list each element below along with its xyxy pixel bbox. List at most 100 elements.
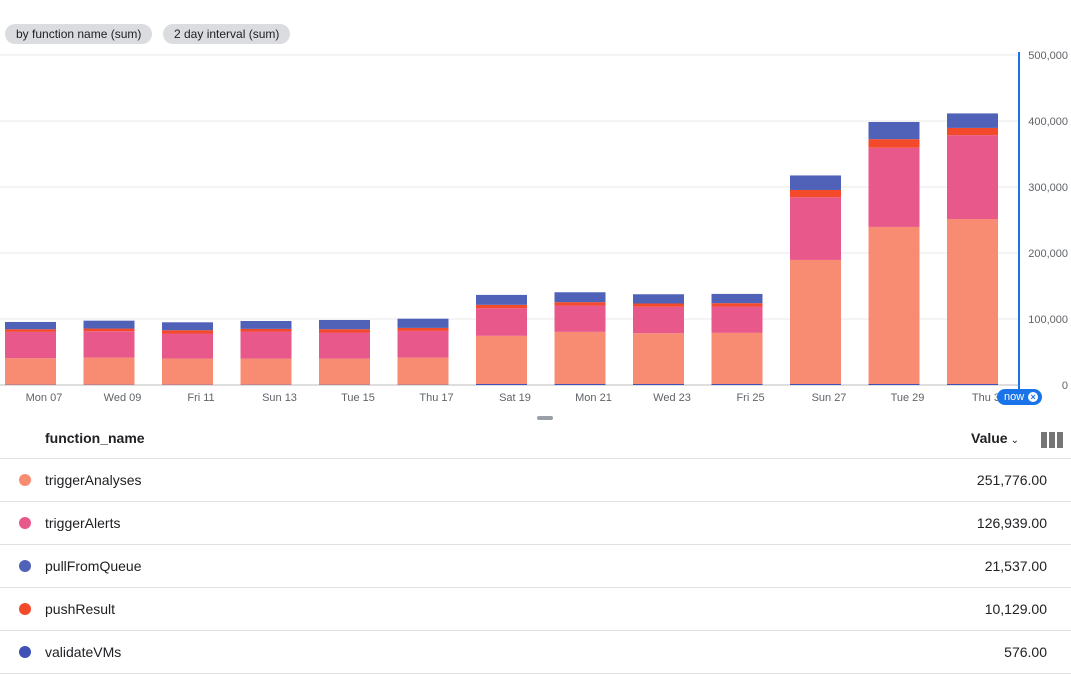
table-row[interactable]: triggerAnalyses 251,776.00	[0, 459, 1071, 502]
row-value: 251,776.00	[977, 472, 1047, 488]
now-marker-badge[interactable]: now ×	[997, 389, 1042, 405]
bar-segment-pullFromQueue	[241, 321, 292, 329]
series-color-dot	[19, 646, 31, 658]
bar-segment-pushResult	[5, 329, 56, 332]
bar-segment-pushResult	[162, 330, 213, 333]
bar-segment-triggerAnalyses	[398, 358, 449, 385]
bar-segment-triggerAnalyses	[241, 359, 292, 385]
bar-segment-triggerAnalyses	[476, 336, 527, 384]
bar-segment-triggerAlerts	[633, 307, 684, 333]
table-row[interactable]: validateVMs 576.00	[0, 631, 1071, 674]
bar-segment-triggerAnalyses	[162, 359, 213, 385]
bar-segment-validateVMs	[633, 384, 684, 385]
bar-segment-pullFromQueue	[555, 292, 606, 302]
bar-segment-triggerAnalyses	[947, 219, 998, 384]
bar-segment-validateVMs	[790, 384, 841, 385]
bar-segment-triggerAlerts	[712, 306, 763, 332]
bar-segment-validateVMs	[476, 384, 527, 385]
y-tick-label: 0	[1062, 380, 1068, 392]
y-tick-label: 100,000	[1028, 314, 1068, 326]
bar-segment-pullFromQueue	[319, 320, 370, 329]
bar-segment-pullFromQueue	[84, 321, 135, 329]
x-tick-label: Sun 13	[262, 392, 297, 404]
row-function-name: pullFromQueue	[45, 558, 142, 574]
bar-segment-pushResult	[398, 328, 449, 331]
bar-segment-pushResult	[241, 329, 292, 332]
x-tick-label: Wed 09	[104, 392, 142, 404]
x-tick-label: Fri 25	[736, 392, 764, 404]
table-header: function_name Value⌄	[0, 416, 1071, 459]
table-row[interactable]: triggerAlerts 126,939.00	[0, 502, 1071, 545]
bar-segment-pullFromQueue	[869, 122, 920, 139]
series-color-dot	[19, 560, 31, 572]
bar-segment-triggerAlerts	[869, 148, 920, 227]
x-tick-label: Wed 23	[653, 392, 691, 404]
series-color-dot	[19, 474, 31, 486]
x-tick-label: Mon 21	[575, 392, 612, 404]
x-tick-label: Thu 17	[419, 392, 453, 404]
stacked-bar-chart: 0100,000200,000300,000400,000500,000Mon …	[0, 0, 1071, 415]
row-function-name: triggerAnalyses	[45, 472, 142, 488]
bar-segment-triggerAlerts	[947, 135, 998, 219]
column-header-value-label: Value	[971, 430, 1008, 446]
bar-segment-triggerAnalyses	[555, 332, 606, 384]
series-color-dot	[19, 603, 31, 615]
bar-segment-triggerAlerts	[555, 305, 606, 331]
bar-segment-pushResult	[633, 303, 684, 306]
row-value: 126,939.00	[977, 515, 1047, 531]
bar-segment-pullFromQueue	[5, 322, 56, 329]
legend-table: function_name Value⌄ triggerAnalyses 251,…	[0, 416, 1071, 674]
x-tick-label: Tue 15	[341, 392, 375, 404]
bar-segment-triggerAlerts	[241, 332, 292, 359]
bar-segment-triggerAnalyses	[319, 359, 370, 385]
bar-segment-validateVMs	[555, 384, 606, 385]
row-function-name: triggerAlerts	[45, 515, 120, 531]
y-tick-label: 500,000	[1028, 50, 1068, 62]
column-header-value[interactable]: Value⌄	[971, 430, 1019, 446]
bar-segment-pullFromQueue	[947, 113, 998, 128]
bar-segment-triggerAnalyses	[633, 333, 684, 384]
bar-segment-triggerAlerts	[5, 332, 56, 358]
x-tick-label: Tue 29	[891, 392, 925, 404]
bar-segment-pullFromQueue	[398, 319, 449, 328]
bar-segment-triggerAnalyses	[712, 333, 763, 384]
x-tick-label: Mon 07	[26, 392, 63, 404]
bar-segment-triggerAnalyses	[84, 358, 135, 385]
bar-segment-triggerAnalyses	[790, 260, 841, 384]
bar-segment-validateVMs	[947, 384, 998, 385]
column-header-function-name[interactable]: function_name	[45, 430, 145, 446]
bar-segment-triggerAnalyses	[869, 227, 920, 384]
x-tick-label: Sat 19	[499, 392, 531, 404]
bar-segment-pullFromQueue	[790, 175, 841, 190]
bar-segment-pushResult	[319, 329, 370, 332]
bar-segment-triggerAnalyses	[5, 358, 56, 384]
bar-segment-pushResult	[947, 128, 998, 135]
table-row[interactable]: pullFromQueue 21,537.00	[0, 545, 1071, 588]
columns-icon[interactable]	[1041, 432, 1063, 448]
bar-segment-pushResult	[869, 139, 920, 148]
bar-segment-triggerAlerts	[84, 331, 135, 357]
row-function-name: pushResult	[45, 601, 115, 617]
bar-segment-pushResult	[712, 303, 763, 306]
bar-segment-pullFromQueue	[712, 294, 763, 303]
bar-segment-pushResult	[555, 302, 606, 305]
table-row[interactable]: pushResult 10,129.00	[0, 588, 1071, 631]
chevron-down-icon: ⌄	[1011, 435, 1019, 446]
close-icon[interactable]: ×	[1028, 392, 1038, 402]
bar-segment-triggerAlerts	[790, 197, 841, 260]
bar-segment-pushResult	[476, 305, 527, 308]
x-tick-label: Sun 27	[812, 392, 847, 404]
row-value: 10,129.00	[985, 601, 1047, 617]
row-function-name: validateVMs	[45, 644, 121, 660]
row-value: 21,537.00	[985, 558, 1047, 574]
bar-segment-triggerAlerts	[476, 308, 527, 336]
bar-segment-triggerAlerts	[162, 334, 213, 359]
bar-segment-pullFromQueue	[476, 295, 527, 305]
bar-segment-pushResult	[84, 329, 135, 332]
now-label: now	[1004, 391, 1024, 403]
x-tick-label: Fri 11	[187, 392, 214, 404]
x-tick-label: Thu 3	[972, 392, 1000, 404]
row-value: 576.00	[1004, 644, 1047, 660]
y-tick-label: 300,000	[1028, 182, 1068, 194]
bar-segment-pullFromQueue	[633, 294, 684, 303]
